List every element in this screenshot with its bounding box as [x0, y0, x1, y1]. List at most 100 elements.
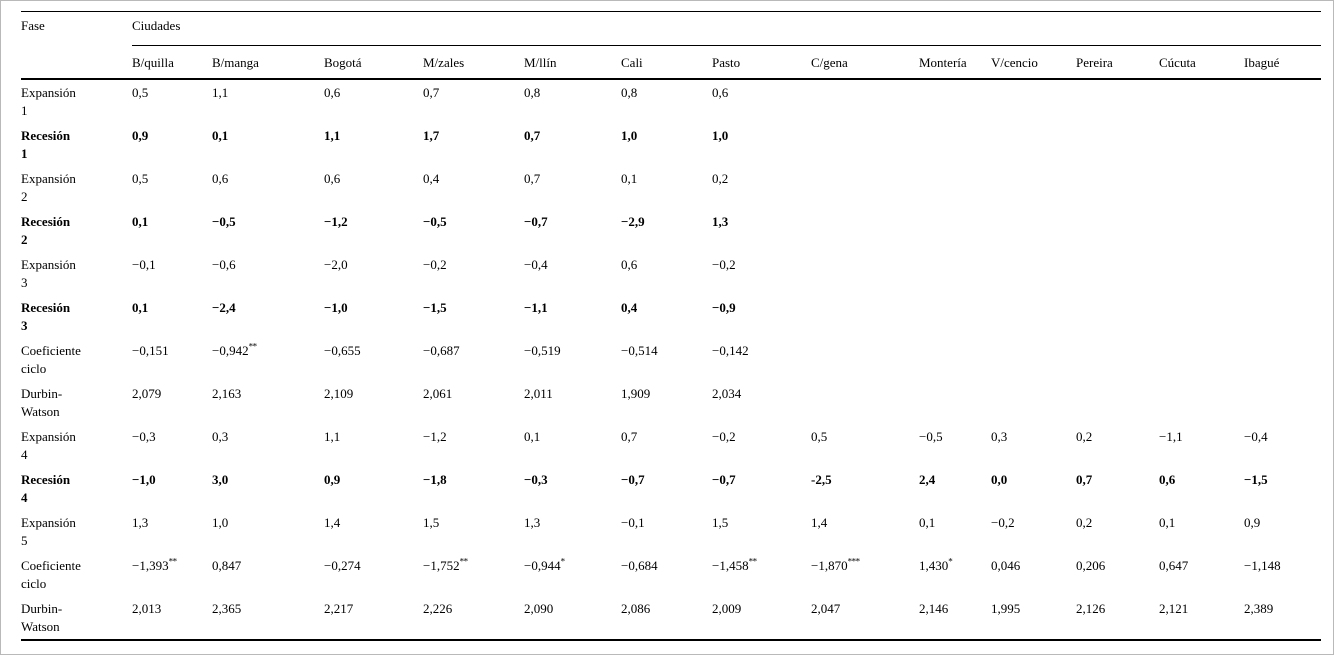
table-cell: 0,1 [1159, 515, 1176, 530]
row-label: Durbin- Watson [21, 386, 63, 419]
table-cell: 1,5 [423, 515, 440, 530]
table-row: Recesión 1 0,9 0,1 1,1 1,7 0,7 1,0 1,0 [21, 123, 1321, 166]
table-cell [991, 381, 1076, 424]
table-cell: 1,3 [524, 515, 541, 530]
table-cell: 0,4 [423, 171, 440, 186]
table-cell: −1,5 [1244, 472, 1268, 487]
table-cell: −0,3 [524, 472, 548, 487]
row-label: Recesión 2 [21, 214, 71, 247]
table-row: Recesión 3 0,1 −2,4 −1,0 −1,5 −1,1 0,4 −0,9 [21, 295, 1321, 338]
table-cell: −1,1 [1159, 429, 1183, 444]
table-cell: −0,655 [324, 343, 361, 358]
table-cell: 1,3 [132, 515, 149, 530]
table-cell: 0,5 [132, 85, 149, 100]
table-cell: 0,1 [132, 300, 149, 315]
table-cell [991, 295, 1076, 338]
table-cell: 0,6 [324, 171, 341, 186]
table-cell: −0,2 [712, 257, 736, 272]
table-cell: −1,458** [712, 553, 811, 596]
table-cell [1244, 338, 1321, 381]
table-cell: 0,5 [811, 429, 828, 444]
table-cell: 0,1 [132, 214, 149, 229]
table-cell: 1,1 [324, 429, 341, 444]
table-cell: 2,047 [811, 596, 919, 641]
table-cell: −0,7 [621, 472, 645, 487]
column-header: Bogotá [324, 45, 423, 80]
table-cell [1076, 123, 1159, 166]
column-header: B/quilla [132, 45, 212, 80]
table-cell: 1,0 [712, 128, 729, 143]
table-cell [919, 166, 991, 209]
table-cell [991, 252, 1076, 295]
table-cell: 1,0 [621, 128, 638, 143]
table-cell: −0,7 [712, 472, 736, 487]
column-header: M/llín [524, 45, 621, 80]
column-header: Cúcuta [1159, 45, 1244, 80]
table-cell: 0,7 [423, 85, 440, 100]
column-header-spacer [21, 45, 132, 80]
results-table: Fase Ciudades B/quilla B/manga Bogotá M/zal… [21, 11, 1322, 641]
table-cell: −2,0 [324, 257, 348, 272]
table-cell [1159, 338, 1244, 381]
table-cell: −1,393** [132, 553, 212, 596]
table-cell: 0,1 [621, 171, 638, 186]
group-header-row: Fase Ciudades [21, 11, 1322, 46]
fase-header: Fase [21, 11, 132, 46]
table-cell: −0,6 [212, 257, 236, 272]
table-cell: −1,5 [423, 300, 447, 315]
column-header: Pasto [712, 45, 811, 80]
table-cell: 1,430* [919, 553, 991, 596]
table-cell: 2,146 [919, 596, 991, 641]
table-row: Recesión 4 −1,0 3,0 0,9 −1,8 −0,3 −0,7 −0,7 -2,5… [21, 467, 1321, 510]
table-cell: 0,2 [1076, 515, 1093, 530]
row-label: Expansión 5 [21, 515, 76, 548]
table-cell [919, 381, 991, 424]
column-header: Ibagué [1244, 45, 1322, 80]
table-cell: −1,0 [132, 472, 156, 487]
table-cell: −0,687 [423, 343, 460, 358]
table-cell: 0,8 [621, 85, 638, 100]
table-cell [811, 252, 919, 295]
table-cell: −1,148 [1244, 558, 1281, 573]
table-cell [811, 209, 919, 252]
table-cell [811, 338, 919, 381]
table-cell: 2,163 [212, 386, 242, 401]
table-cell: 2,109 [324, 386, 354, 401]
table-cell: 0,6 [621, 257, 638, 272]
table-cell [1244, 79, 1321, 123]
table-cell [919, 79, 991, 123]
row-label: Durbin- Watson [21, 596, 132, 641]
table-cell: 2,086 [621, 596, 712, 641]
row-label: Coeficiente ciclo [21, 343, 81, 376]
table-cell: 0,6 [212, 171, 229, 186]
table-cell [1076, 209, 1159, 252]
table-cell: −0,5 [423, 214, 447, 229]
cell-value: −0,942 [212, 343, 249, 358]
table-cell: 0,647 [1159, 558, 1189, 573]
table-cell [1076, 381, 1159, 424]
table-cell [991, 79, 1076, 123]
table-cell: 0,6 [324, 85, 341, 100]
table-cell: 0,046 [991, 558, 1021, 573]
table-cell: 0,3 [991, 429, 1008, 444]
table-cell [919, 209, 991, 252]
column-header: C/gena [811, 45, 919, 80]
cell-value: −0,944 [524, 558, 561, 573]
table-cell [1076, 79, 1159, 123]
table-cell: 2,034 [712, 386, 742, 401]
table-cell: −2,9 [621, 214, 645, 229]
table-row: Expansión 1 0,5 1,1 0,6 0,7 0,8 0,8 0,6 [21, 79, 1321, 123]
row-label: Coeficiente ciclo [21, 558, 81, 591]
table-cell: −1,870*** [811, 553, 919, 596]
column-header: Cali [621, 45, 712, 80]
table-cell: −1,2 [324, 214, 348, 229]
table-cell [1076, 295, 1159, 338]
table-cell: −0,942** [212, 338, 324, 381]
table-row: Durbin- Watson 2,079 2,163 2,109 2,061 2,011 1… [21, 381, 1321, 424]
table-cell [919, 338, 991, 381]
table-cell: −0,151 [132, 343, 169, 358]
table-cell: 0,6 [712, 85, 729, 100]
table-cell: 3,0 [212, 472, 229, 487]
table-cell: −0,2 [712, 429, 736, 444]
